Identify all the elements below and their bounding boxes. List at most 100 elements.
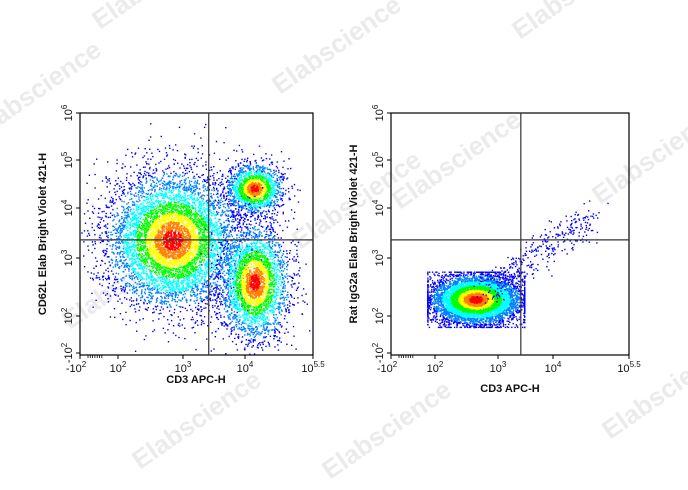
scatter-point — [213, 204, 215, 207]
scatter-point — [179, 187, 181, 189]
scatter-point — [120, 278, 122, 280]
scatter-point — [212, 213, 215, 215]
scatter-point — [183, 296, 186, 298]
scatter-point — [162, 291, 165, 294]
scatter-point — [181, 244, 183, 246]
scatter-point — [152, 308, 155, 310]
scatter-point — [166, 236, 168, 238]
scatter-point — [226, 229, 228, 231]
scatter-point — [187, 208, 190, 210]
scatter-point — [226, 250, 229, 252]
scatter-point — [193, 291, 196, 294]
scatter-point — [183, 189, 185, 191]
scatter-point — [191, 287, 194, 289]
scatter-point — [185, 258, 187, 260]
scatter-point — [185, 298, 187, 300]
scatter-point — [121, 216, 123, 218]
scatter-point — [136, 211, 139, 213]
scatter-point — [212, 203, 215, 205]
scatter-point — [107, 301, 110, 303]
scatter-point — [203, 255, 205, 258]
scatter-point — [195, 242, 198, 245]
scatter-point — [178, 299, 180, 301]
scatter-point — [124, 287, 127, 289]
scatter-point — [158, 225, 161, 227]
scatter-point — [135, 200, 138, 202]
scatter-point — [160, 289, 162, 292]
scatter-point — [171, 214, 173, 216]
scatter-point — [185, 178, 187, 180]
scatter-point — [193, 194, 195, 197]
scatter-point — [179, 325, 181, 327]
scatter-point — [130, 187, 132, 189]
scatter-point — [202, 214, 205, 216]
scatter-point — [236, 311, 238, 314]
scatter-point — [168, 281, 170, 284]
scatter-point — [175, 272, 177, 274]
scatter-point — [96, 158, 98, 160]
scatter-point — [201, 205, 203, 207]
scatter-point — [161, 278, 163, 280]
scatter-point — [142, 268, 144, 271]
scatter-point — [141, 209, 143, 211]
scatter-point — [138, 280, 140, 283]
scatter-point — [152, 195, 154, 197]
scatter-point — [201, 153, 204, 155]
scatter-point — [225, 255, 227, 258]
scatter-point — [128, 243, 130, 245]
scatter-point — [94, 247, 96, 250]
scatter-point — [194, 269, 196, 271]
scatter-point — [141, 188, 143, 190]
scatter-point — [182, 268, 184, 270]
scatter-point — [171, 274, 173, 276]
scatter-point — [106, 293, 109, 295]
scatter-point — [105, 249, 107, 252]
scatter-point — [168, 167, 171, 169]
scatter-point — [132, 216, 134, 218]
scatter-point — [146, 274, 148, 276]
scatter-point — [126, 244, 128, 246]
scatter-point — [188, 277, 190, 280]
scatter-point — [121, 280, 123, 282]
scatter-point — [161, 273, 163, 275]
scatter-point — [155, 298, 158, 301]
scatter-point — [223, 282, 225, 284]
scatter-point — [102, 279, 104, 281]
scatter-point — [155, 196, 157, 198]
scatter-point — [181, 230, 184, 233]
scatter-point — [118, 252, 120, 254]
scatter-point — [139, 203, 141, 205]
scatter-point — [143, 282, 145, 284]
scatter-point — [179, 196, 181, 198]
scatter-point — [159, 264, 161, 266]
scatter-point — [238, 144, 241, 147]
scatter-point — [138, 205, 140, 207]
scatter-point — [104, 254, 107, 256]
scatter-point — [116, 252, 119, 254]
scatter-point — [179, 199, 182, 201]
scatter-point — [197, 151, 199, 154]
scatter-point — [166, 173, 168, 175]
scatter-point — [141, 290, 143, 293]
scatter-point — [135, 229, 137, 232]
scatter-point — [180, 292, 182, 294]
scatter-point — [148, 243, 151, 246]
scatter-point — [91, 241, 94, 243]
scatter-point — [136, 222, 138, 224]
scatter-point — [139, 169, 141, 171]
scatter-point — [107, 179, 109, 181]
scatter-point — [109, 212, 112, 214]
scatter-point — [192, 293, 195, 296]
scatter-point — [167, 319, 169, 321]
scatter-point — [105, 204, 107, 206]
scatter-point — [201, 145, 203, 147]
scatter-point — [136, 207, 138, 210]
scatter-point — [160, 281, 162, 283]
scatter-point — [191, 225, 194, 228]
scatter-point — [110, 231, 112, 233]
scatter-point — [153, 234, 155, 236]
scatter-point — [118, 267, 121, 270]
scatter-point — [172, 183, 175, 186]
scatter-point — [206, 204, 208, 206]
scatter-point — [202, 209, 204, 211]
